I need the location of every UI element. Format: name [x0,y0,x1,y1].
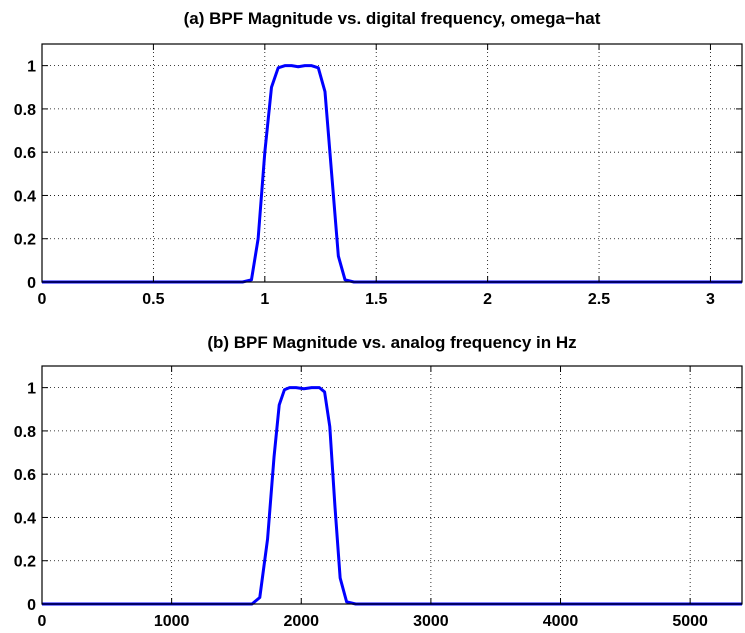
plot-area [42,366,742,604]
chart-title: (b) BPF Magnitude vs. analog frequency i… [207,333,576,352]
y-tick-label: 0.2 [14,232,36,249]
chart-title: (a) BPF Magnitude vs. digital frequency,… [184,9,601,28]
x-tick-label: 3000 [413,613,449,630]
x-tick-label: 0 [38,291,47,308]
subplot-b: (b) BPF Magnitude vs. analog frequency i… [14,333,743,630]
x-tick-label: 3 [706,291,715,308]
y-tick-label: 0.2 [14,554,36,571]
y-tick-label: 0.4 [14,188,36,205]
y-tick-label: 0.8 [14,102,36,119]
x-tick-label: 1000 [154,613,190,630]
y-tick-label: 0.8 [14,424,36,441]
y-tick-label: 0 [27,275,36,292]
y-tick-label: 0 [27,597,36,614]
x-tick-label: 2.5 [588,291,610,308]
y-tick-label: 0.6 [14,145,36,162]
y-tick-label: 1 [27,381,36,398]
x-tick-label: 2 [483,291,492,308]
y-tick-label: 0.6 [14,467,36,484]
x-tick-label: 0 [38,613,47,630]
axes-frame [41,365,743,605]
x-tick-label: 1.5 [365,291,387,308]
x-tick-label: 5000 [672,613,708,630]
series-line [42,386,742,606]
x-tick-label: 2000 [283,613,319,630]
x-tick-label: 0.5 [142,291,164,308]
x-tick-label: 1 [260,291,269,308]
y-tick-label: 0.4 [14,510,36,527]
series-line [42,64,742,284]
subplot-a: (a) BPF Magnitude vs. digital frequency,… [14,9,743,308]
axes-frame [41,43,743,283]
x-tick-label: 4000 [543,613,579,630]
plot-area [42,44,742,282]
y-tick-label: 1 [27,59,36,76]
